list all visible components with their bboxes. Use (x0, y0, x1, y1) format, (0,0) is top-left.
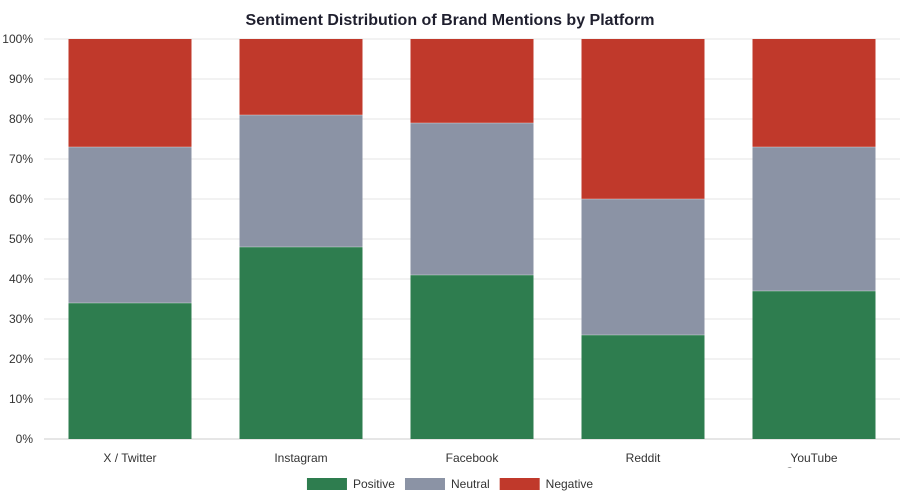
bar-segment (68, 303, 192, 439)
bar-segment (581, 199, 705, 335)
bar-segment (752, 147, 876, 291)
y-tick-label: 70% (9, 152, 33, 166)
bar-segment (410, 275, 534, 439)
bar-segment (68, 147, 192, 303)
x-tick-label: Reddit (626, 451, 661, 465)
legend-label: Neutral (451, 477, 490, 491)
chart-title: Sentiment Distribution of Brand Mentions… (246, 12, 655, 29)
bars-layer (68, 39, 876, 439)
legend-swatch (404, 478, 445, 490)
bar-segment (239, 39, 363, 115)
y-tick-label: 50% (9, 232, 33, 246)
x-tick-label: Facebook (446, 451, 500, 465)
x-tick-label: YouTube Comments (785, 451, 843, 479)
bar-segment (581, 39, 705, 199)
bar-segment (752, 39, 876, 147)
y-tick-label: 0% (16, 432, 34, 446)
bar-segment (410, 39, 534, 123)
legend: Positive Neutral Negative (306, 477, 594, 491)
legend-swatch (306, 478, 347, 490)
bar-segment (239, 115, 363, 247)
legend-label: Positive (353, 477, 395, 491)
y-axis: 0% 10% 20% 30% 40% 50% 60% 70% 80% 90% 100% (2, 32, 33, 446)
x-axis: X / Twitter Instagram Facebook Reddit YouTub… (103, 451, 843, 479)
bar-segment (752, 291, 876, 439)
y-tick-label: 20% (9, 352, 33, 366)
x-tick-label: Instagram (274, 451, 327, 465)
y-tick-label: 40% (9, 272, 33, 286)
y-tick-label: 30% (9, 312, 33, 326)
y-tick-label: 60% (9, 192, 33, 206)
bar-segment (410, 123, 534, 275)
bar-segment (68, 39, 192, 147)
bar-segment (239, 247, 363, 439)
legend-label: Negative (546, 477, 594, 491)
y-tick-label: 80% (9, 112, 33, 126)
y-tick-label: 90% (9, 72, 33, 86)
y-tick-label: 100% (2, 32, 33, 46)
legend-swatch (499, 478, 540, 490)
bar-segment (581, 335, 705, 439)
x-tick-label: X / Twitter (103, 451, 156, 465)
y-tick-label: 10% (9, 392, 33, 406)
